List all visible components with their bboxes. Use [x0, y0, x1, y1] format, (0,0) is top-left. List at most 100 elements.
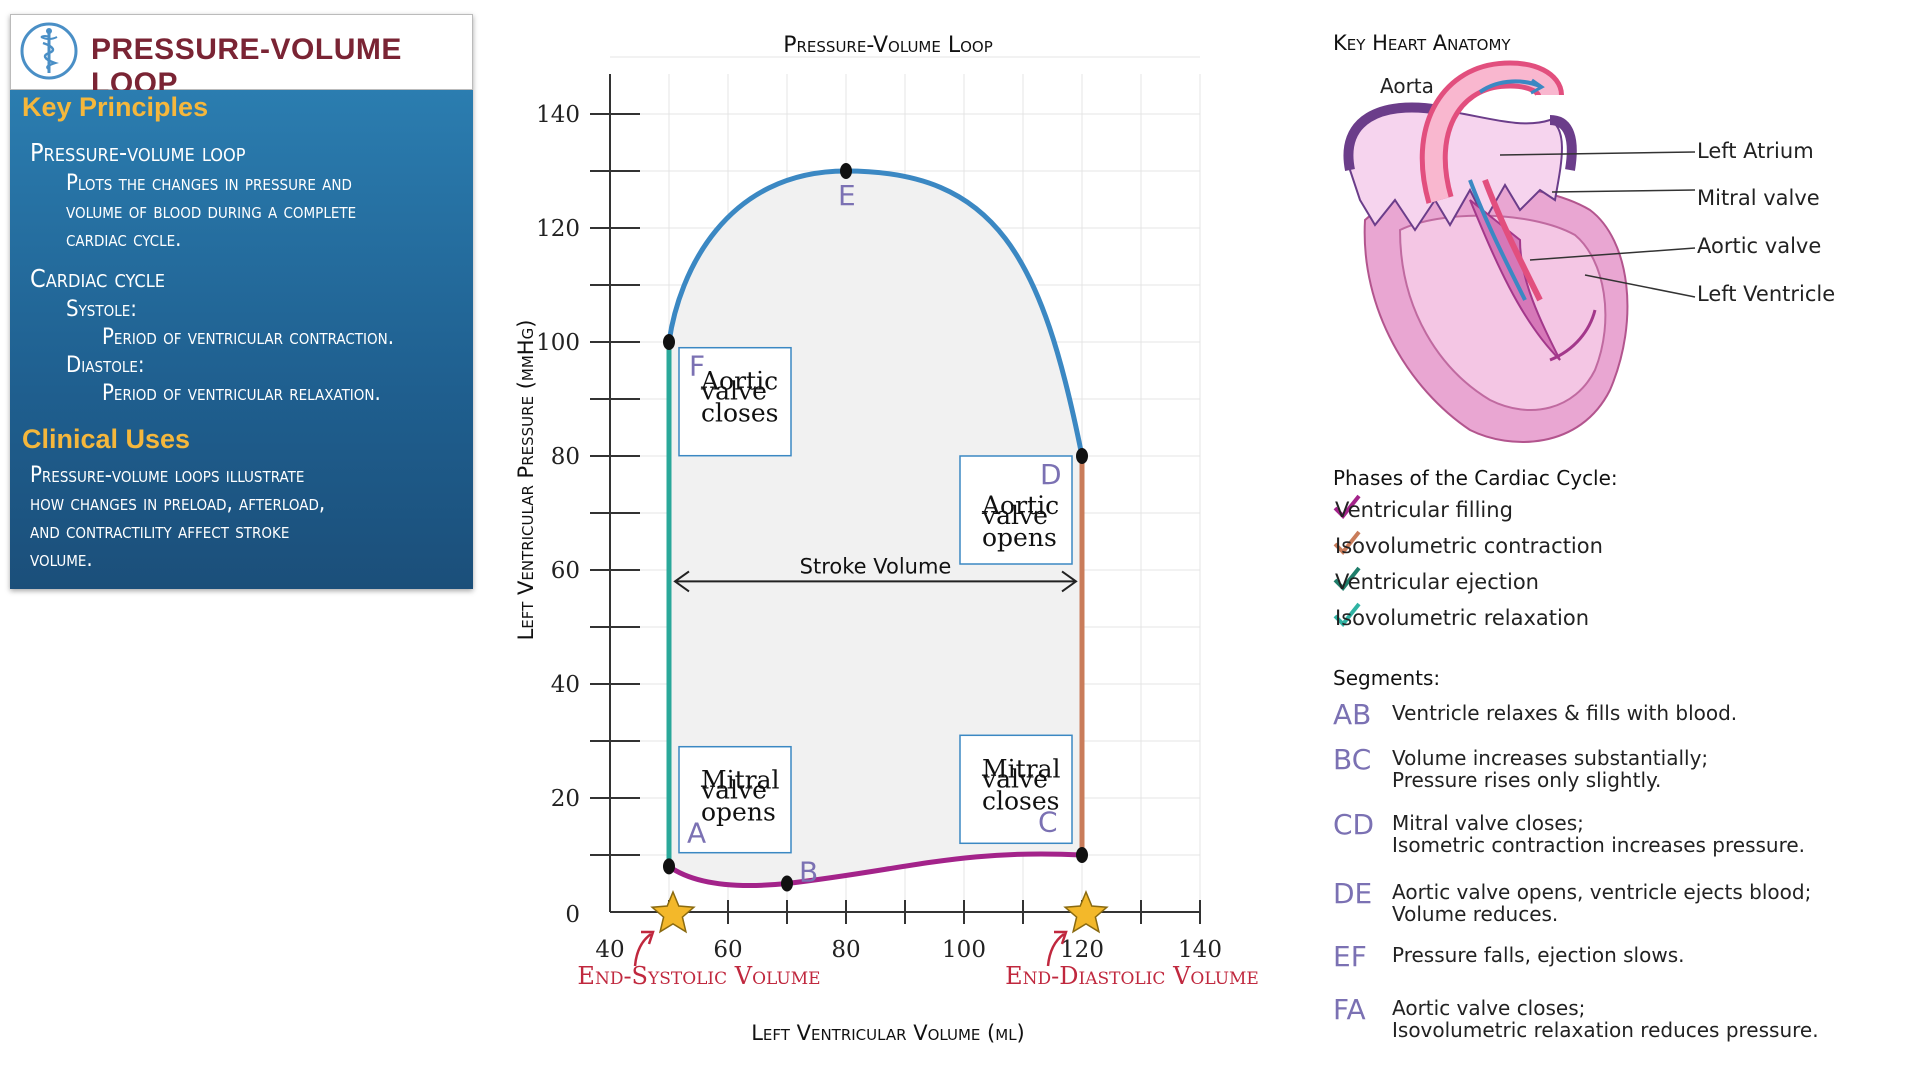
marker-arrowhead-icon: [641, 930, 655, 945]
annotation-text: Mitral: [701, 766, 780, 795]
systole-desc: Period of ventricular contraction.: [102, 325, 395, 350]
point-label: C: [1038, 805, 1058, 838]
point-label: D: [1040, 458, 1062, 491]
annotation-text: closes: [701, 399, 779, 428]
annotation-box: [678, 745, 792, 854]
end-systolic-volume-label: End-Systolic Volume: [577, 962, 820, 990]
heart-anatomy-illustration: [1343, 60, 1696, 443]
annotation-box: [959, 734, 1073, 845]
segment-description: Isovolumetric relaxation reduces pressur…: [1392, 1018, 1819, 1042]
y-tick-label: 0: [565, 902, 580, 928]
x-tick-label: 100: [942, 937, 986, 963]
check-icon: [1333, 530, 1361, 555]
clinical-desc-1: Pressure-volume loops illustrate: [30, 463, 305, 488]
annotation-text: Aortic: [981, 491, 1059, 520]
annotation-text: Aortic: [700, 367, 778, 396]
loop-point: [1076, 847, 1088, 863]
marker-arrow-icon: [633, 932, 652, 967]
phase-item: Ventricular filling: [1335, 498, 1513, 522]
key-principles-heading: Key Principles: [22, 92, 209, 122]
systole-label: Systole:: [66, 297, 137, 322]
loop-point: [781, 875, 793, 892]
loop-point: [1076, 448, 1088, 464]
info-panel: PRESSURE-VOLUME LOOP Key Principles Pres…: [10, 14, 473, 589]
mitral-valve-label: Mitral valve: [1697, 186, 1820, 210]
pv-loop-desc-3: cardiac cycle.: [66, 227, 182, 252]
segment-description: Pressure falls, ejection slows.: [1392, 943, 1685, 967]
check-icon: [1333, 566, 1361, 591]
annotation-text: opens: [982, 523, 1057, 552]
segment-code: CD: [1333, 808, 1375, 841]
segment-description: Aortic valve closes;: [1392, 996, 1586, 1020]
clinical-uses-heading: Clinical Uses: [22, 424, 191, 454]
y-axis-title: Left Ventricular Pressure (mmHg): [514, 320, 538, 641]
star-marker-icon: [650, 890, 696, 934]
aorta-label: Aorta: [1380, 74, 1434, 98]
segment-description: Volume reduces.: [1392, 902, 1559, 926]
loop-curves: [666, 168, 1085, 889]
segment-description: Volume increases substantially;: [1392, 746, 1709, 770]
stroke-volume-arrow: [673, 570, 1078, 593]
ventricular-filling-curve: [667, 851, 1083, 889]
y-tick-label: 100: [536, 330, 580, 356]
x-tick-label: 60: [713, 937, 742, 963]
y-tick-label: 80: [551, 444, 580, 470]
annotation-text: closes: [982, 786, 1060, 815]
segment-code: EF: [1333, 940, 1367, 973]
chart-title: Pressure-Volume Loop: [783, 33, 993, 58]
aortic-valve-label: Aortic valve: [1697, 234, 1822, 258]
x-tick-label: 80: [831, 937, 860, 963]
left-ventricle-label: Left Ventricle: [1697, 282, 1836, 306]
x-tick-label: 120: [1060, 937, 1104, 963]
point-label: F: [689, 350, 705, 383]
phases-title: Phases of the Cardiac Cycle:: [1333, 466, 1618, 490]
panel-title: PRESSURE-VOLUME LOOP: [91, 33, 402, 100]
valve-annotations: AorticvalveclosesFAorticvalveopensDMitra…: [678, 346, 1073, 854]
segment-description: Pressure rises only slightly.: [1392, 768, 1662, 792]
x-axis-title: Left Ventricular Volume (ml): [751, 1021, 1025, 1045]
segment-description: Isometric contraction increases pressure…: [1392, 833, 1806, 857]
end-diastolic-volume-label: End-Diastolic Volume: [1005, 962, 1259, 990]
y-tick-label: 20: [551, 786, 580, 812]
annotation-box: [678, 346, 792, 457]
annotation-text: valve: [981, 764, 1048, 793]
tick-labels: 40 60 80 100 120 140 0 20 40 60 80 100 120 140: [536, 102, 1222, 963]
clinical-desc-2: how changes in preload, afterload,: [30, 491, 326, 516]
caduceus-logo-icon: [20, 22, 78, 80]
segment-description: Mitral valve closes;: [1392, 811, 1584, 835]
cardiac-cycle-heading: Cardiac cycle: [30, 264, 165, 293]
phase-item: Ventricular ejection: [1335, 570, 1539, 594]
check-icon: [1333, 602, 1361, 627]
point-label: A: [687, 817, 706, 850]
segment-code: AB: [1333, 698, 1372, 731]
x-tick-label: 40: [595, 937, 624, 963]
marker-arrow-icon: [1046, 932, 1065, 967]
segment-description: Ventricle relaxes & fills with blood.: [1392, 701, 1738, 725]
clinical-desc-4: volume.: [30, 547, 93, 572]
segments-title: Segments:: [1333, 666, 1441, 690]
check-icon: [1333, 494, 1361, 519]
phase-item: Isovolumetric contraction: [1335, 534, 1603, 558]
annotation-text: valve: [981, 501, 1048, 530]
anatomy-title: Key Heart Anatomy: [1333, 31, 1511, 55]
loop-point: [663, 858, 675, 875]
star-marker-icon: [1063, 890, 1109, 934]
annotation-box: [959, 455, 1073, 565]
volume-markers: [633, 890, 1109, 967]
left-atrium-label: Left Atrium: [1697, 139, 1814, 163]
phase-item: Isovolumetric relaxation: [1335, 606, 1590, 630]
panel-body: Key Principles Pressure-volume loop Plot…: [10, 90, 473, 589]
segment-code: BC: [1333, 743, 1372, 776]
diastole-label: Diastole:: [66, 353, 145, 378]
annotation-text: valve: [700, 377, 767, 406]
pv-loop-desc-1: Plots the changes in pressure and: [66, 171, 352, 196]
stroke-volume-label: Stroke Volume: [800, 554, 952, 578]
panel-header: PRESSURE-VOLUME LOOP: [10, 14, 473, 100]
pv-loop-heading: Pressure-volume loop: [30, 138, 246, 167]
pv-loop-desc-2: volume of blood during a complete: [66, 199, 357, 224]
diastole-desc: Period of ventricular relaxation.: [102, 381, 381, 406]
segment-code: FA: [1333, 993, 1366, 1026]
annotation-text: valve: [700, 776, 767, 805]
y-tick-label: 120: [536, 216, 580, 242]
